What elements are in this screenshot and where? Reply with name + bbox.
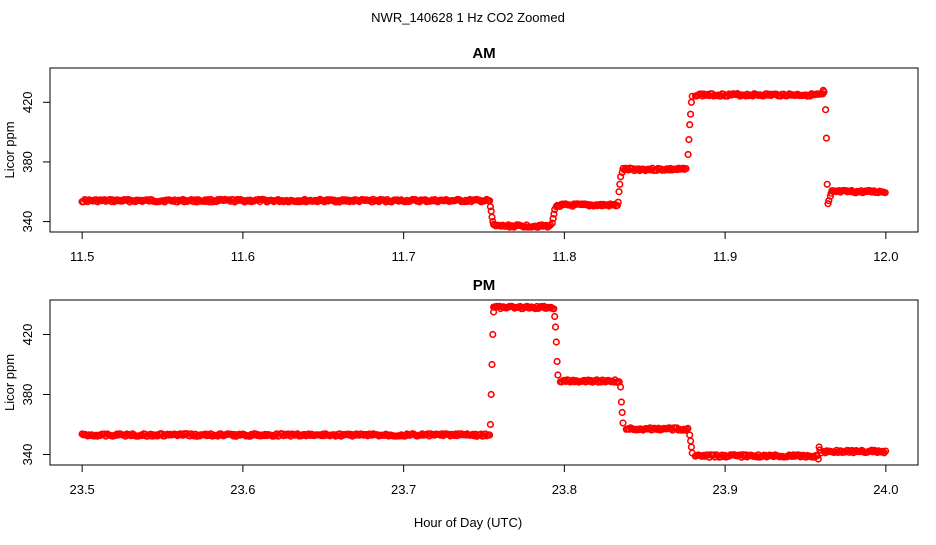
data-point [684, 150, 692, 159]
data-point [823, 180, 831, 188]
y-tick-label: 380 [20, 151, 35, 173]
data-point [686, 110, 695, 118]
data-point [549, 215, 557, 223]
data-point [616, 180, 624, 188]
panel-title: PM [473, 277, 496, 294]
x-tick-label: 23.8 [552, 482, 577, 497]
data-point [552, 338, 560, 346]
data-point [824, 200, 832, 208]
data-point [826, 192, 835, 200]
data-point [554, 371, 562, 379]
data-point [687, 443, 696, 451]
data-point [614, 198, 622, 206]
data-point [881, 447, 890, 455]
y-tick-label: 420 [20, 91, 35, 113]
y-axis-label: Licor ppm [2, 354, 17, 411]
data-point [879, 447, 887, 456]
data-point [486, 203, 495, 211]
x-tick-label: 11.5 [70, 249, 94, 264]
data-points [78, 86, 889, 231]
data-point [486, 420, 495, 429]
x-tick-label: 11.7 [391, 249, 415, 264]
data-point [550, 305, 558, 313]
data-point [613, 201, 621, 210]
y-tick-label: 340 [20, 211, 35, 233]
data-point [687, 98, 696, 106]
plot-frame [49, 299, 919, 466]
x-tick-label: 23.7 [391, 482, 416, 497]
data-point [688, 92, 696, 100]
data-point [552, 203, 560, 211]
data-point [686, 121, 694, 129]
data-point [821, 106, 830, 114]
data-point [618, 408, 626, 417]
data-point [682, 165, 690, 173]
y-axis-label: Licor ppm [2, 121, 17, 178]
data-point [486, 431, 494, 439]
data-point [881, 189, 889, 197]
panel-am: AM 11.5 11.6 11.7 11.8 11.9 12.0 340 380 420Licor… [2, 45, 919, 264]
y-tick-label: 340 [20, 444, 35, 466]
data-point [490, 308, 498, 316]
y-tick-label: 380 [20, 384, 35, 406]
x-axis-label: Hour of Day (UTC) [414, 515, 522, 530]
data-point [688, 449, 696, 457]
data-point [817, 449, 825, 457]
x-tick-label: 24.0 [873, 482, 898, 497]
data-point [550, 210, 558, 218]
data-point [814, 455, 822, 463]
data-point [686, 431, 694, 439]
data-point [617, 398, 626, 406]
data-point [489, 330, 497, 339]
x-tick-label: 23.9 [712, 482, 737, 497]
data-point [490, 220, 498, 229]
data-point [815, 443, 823, 451]
data-point [615, 188, 623, 196]
y-tick-label: 420 [20, 324, 35, 346]
panel-pm: PM 23.5 23.6 23.7 23.8 23.9 24.0 340 380 420Licor… [2, 277, 919, 497]
x-tick-label: 23.5 [69, 482, 94, 497]
data-point [619, 419, 627, 427]
figure-title: NWR_140628 1 Hz CO2 Zoomed [371, 10, 565, 25]
data-point [618, 168, 626, 176]
data-point [553, 357, 561, 366]
data-point [684, 424, 692, 433]
x-tick-label: 11.9 [713, 249, 737, 264]
x-tick-label: 23.6 [230, 482, 255, 497]
panel-title: AM [472, 45, 495, 62]
x-tick-label: 11.8 [552, 249, 576, 264]
data-point [548, 219, 556, 227]
x-tick-label: 12.0 [873, 249, 898, 264]
data-point [827, 189, 835, 197]
data-point [685, 136, 693, 144]
data-point [551, 323, 560, 331]
data-point [481, 197, 489, 205]
x-tick-label: 11.6 [231, 249, 255, 264]
data-point [822, 134, 831, 142]
data-point [487, 390, 495, 399]
data-point [616, 383, 625, 391]
data-point [820, 88, 828, 96]
data-point [488, 360, 496, 369]
data-point [551, 312, 559, 321]
data-point [488, 213, 496, 221]
data-points [78, 302, 890, 463]
data-point [686, 437, 695, 445]
plot-frame [49, 67, 919, 233]
